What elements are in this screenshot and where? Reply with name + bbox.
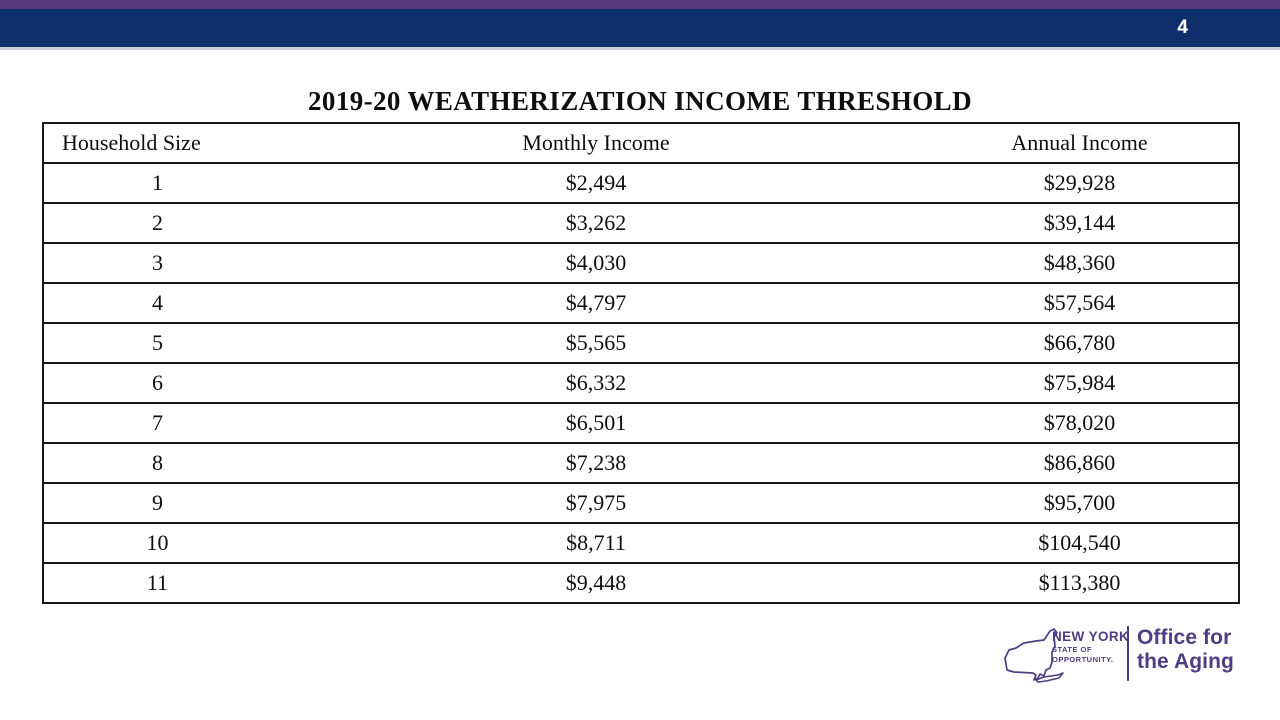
monthly-income-cell: $5,565 bbox=[271, 322, 921, 364]
annual-income-cell: $86,860 bbox=[921, 442, 1240, 484]
table-row: 5 $5,565 $66,780 bbox=[42, 322, 1240, 364]
logo-brand-text: NEW YORK STATE OF OPPORTUNITY. bbox=[1052, 630, 1129, 664]
annual-income-cell: $66,780 bbox=[921, 322, 1240, 364]
annual-income-cell: $48,360 bbox=[921, 242, 1240, 284]
nysofa-logo: NEW YORK STATE OF OPPORTUNITY. Office fo… bbox=[998, 621, 1244, 693]
table-row: 1 $2,494 $29,928 bbox=[42, 162, 1240, 204]
table-row: 9 $7,975 $95,700 bbox=[42, 482, 1240, 524]
annual-income-cell: $95,700 bbox=[921, 482, 1240, 524]
table-row: 6 $6,332 $75,984 bbox=[42, 362, 1240, 404]
household-size-cell: 8 bbox=[42, 442, 271, 484]
monthly-income-cell: $6,332 bbox=[271, 362, 921, 404]
slide-title: 2019-20 WEATHERIZATION INCOME THRESHOLD bbox=[308, 86, 972, 116]
annual-income-cell: $78,020 bbox=[921, 402, 1240, 444]
household-size-cell: 6 bbox=[42, 362, 271, 404]
annual-income-cell: $57,564 bbox=[921, 282, 1240, 324]
table-row: 4 $4,797 $57,564 bbox=[42, 282, 1240, 324]
monthly-income-cell: $3,262 bbox=[271, 202, 921, 244]
monthly-income-cell: $7,238 bbox=[271, 442, 921, 484]
annual-income-cell: $113,380 bbox=[921, 562, 1240, 604]
table-header: Household Size Monthly Income Annual Inc… bbox=[42, 122, 1240, 164]
table-row: 8 $7,238 $86,860 bbox=[42, 442, 1240, 484]
income-threshold-table: Household Size Monthly Income Annual Inc… bbox=[42, 122, 1240, 604]
income-table-body: 1 $2,494 $29,928 2 $3,262 $39,144 3 $4,030 $48,3… bbox=[42, 162, 1240, 604]
household-size-cell: 1 bbox=[42, 162, 271, 204]
table-row: 7 $6,501 $78,020 bbox=[42, 402, 1240, 444]
monthly-income-cell: $6,501 bbox=[271, 402, 921, 444]
table-header-row: Household Size Monthly Income Annual Inc… bbox=[42, 122, 1240, 164]
logo-opportunity-text: OPPORTUNITY. bbox=[1052, 655, 1114, 664]
annual-income-cell: $29,928 bbox=[921, 162, 1240, 204]
page-number: 4 bbox=[1177, 17, 1188, 38]
household-size-cell: 10 bbox=[42, 522, 271, 564]
annual-income-cell: $75,984 bbox=[921, 362, 1240, 404]
monthly-income-cell: $9,448 bbox=[271, 562, 921, 604]
new-york-state-outline-icon bbox=[1004, 628, 1064, 683]
household-size-cell: 3 bbox=[42, 242, 271, 284]
monthly-income-cell: $8,711 bbox=[271, 522, 921, 564]
logo-new-york-text: NEW YORK bbox=[1052, 629, 1130, 644]
household-size-cell: 11 bbox=[42, 562, 271, 604]
monthly-income-cell: $7,975 bbox=[271, 482, 921, 524]
table-row: 11 $9,448 $113,380 bbox=[42, 562, 1240, 604]
top-navy-header-bar: 4 bbox=[0, 9, 1280, 50]
logo-agency-line2: the Aging bbox=[1137, 650, 1234, 673]
annual-income-cell: $104,540 bbox=[921, 522, 1240, 564]
table-row: 3 $4,030 $48,360 bbox=[42, 242, 1240, 284]
monthly-income-cell: $4,797 bbox=[271, 282, 921, 324]
column-header-household-size: Household Size bbox=[42, 122, 271, 164]
logo-agency-line1: Office for bbox=[1137, 626, 1232, 649]
household-size-cell: 4 bbox=[42, 282, 271, 324]
household-size-cell: 2 bbox=[42, 202, 271, 244]
table-row: 2 $3,262 $39,144 bbox=[42, 202, 1240, 244]
column-header-annual-income: Annual Income bbox=[921, 122, 1240, 164]
logo-state-of-text: STATE OF bbox=[1052, 645, 1092, 654]
logo-divider bbox=[1127, 626, 1129, 681]
household-size-cell: 9 bbox=[42, 482, 271, 524]
household-size-cell: 5 bbox=[42, 322, 271, 364]
top-purple-accent-bar bbox=[0, 0, 1280, 9]
monthly-income-cell: $2,494 bbox=[271, 162, 921, 204]
column-header-monthly-income: Monthly Income bbox=[271, 122, 921, 164]
table-row: 10 $8,711 $104,540 bbox=[42, 522, 1240, 564]
household-size-cell: 7 bbox=[42, 402, 271, 444]
logo-agency-name: Office for the Aging bbox=[1137, 626, 1234, 674]
monthly-income-cell: $4,030 bbox=[271, 242, 921, 284]
annual-income-cell: $39,144 bbox=[921, 202, 1240, 244]
